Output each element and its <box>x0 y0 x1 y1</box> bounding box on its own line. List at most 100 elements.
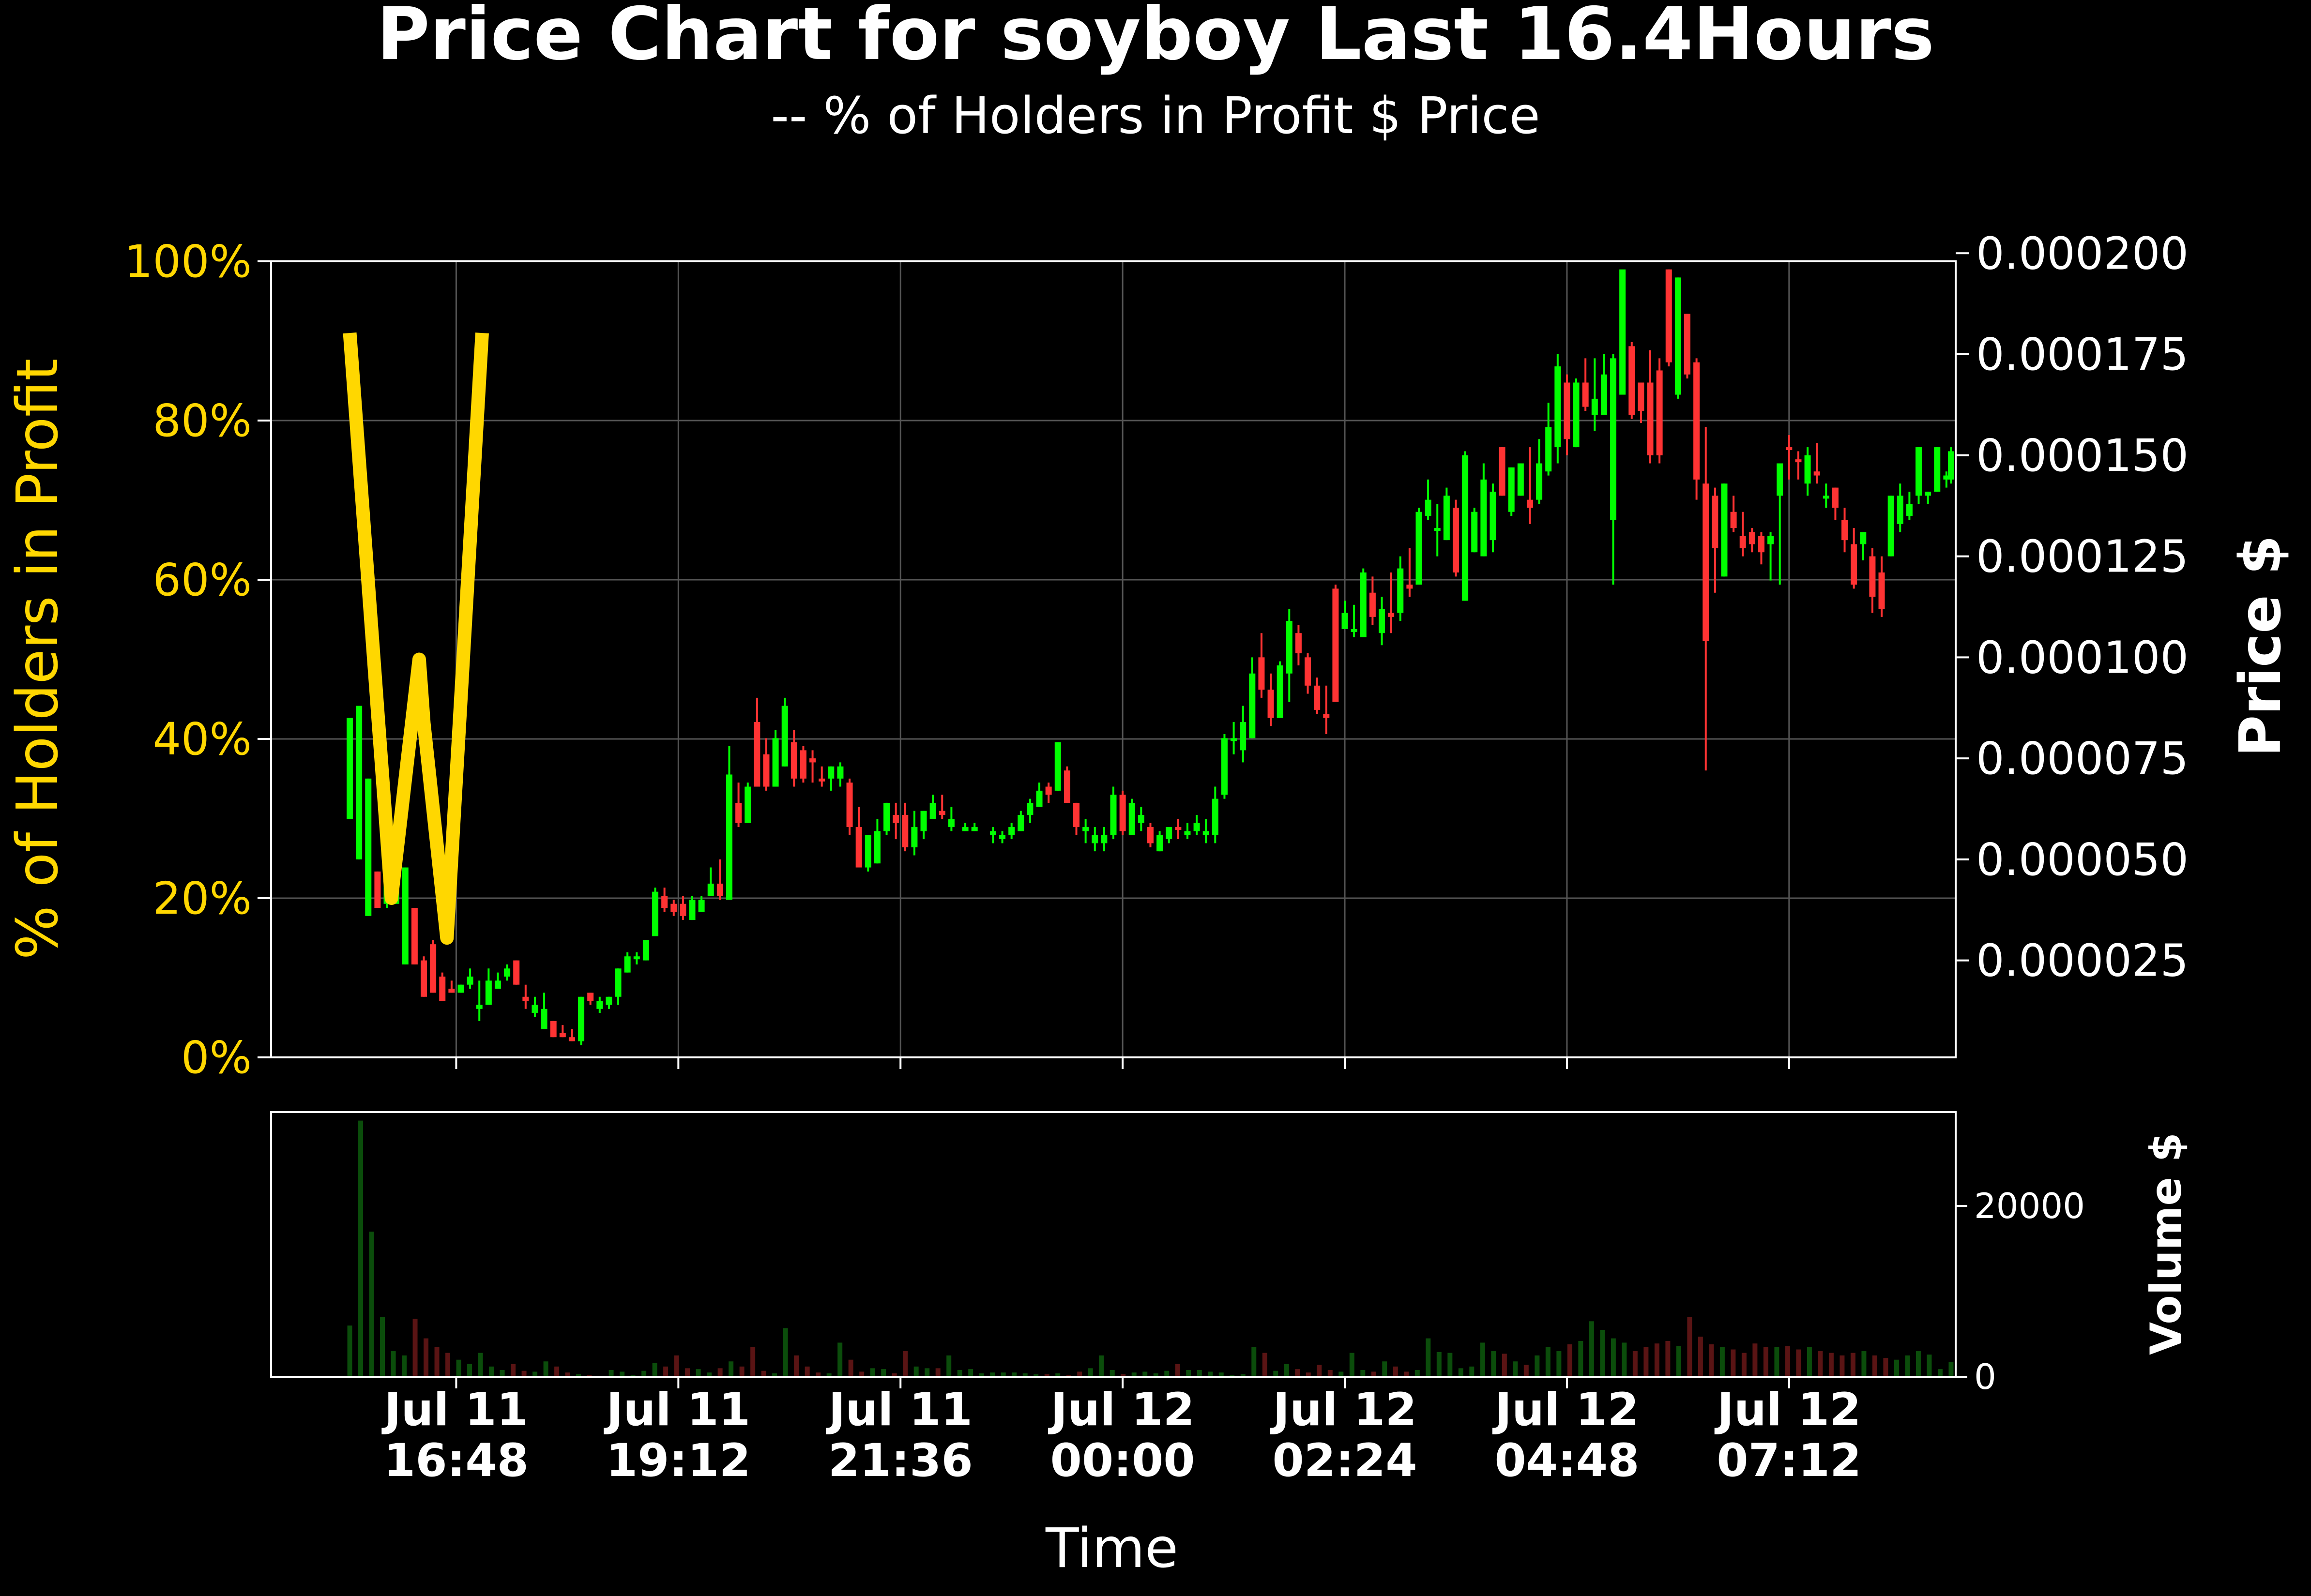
candle <box>855 807 862 868</box>
volume-bar <box>1458 1368 1463 1377</box>
candle <box>1045 783 1052 803</box>
candle <box>874 819 881 864</box>
candle-body <box>800 750 806 779</box>
candle-body <box>439 976 446 1001</box>
candle-body <box>1462 455 1469 601</box>
candle <box>1526 447 1533 524</box>
candle-body <box>1684 314 1690 375</box>
candle <box>1128 798 1135 835</box>
volume-bar <box>1850 1353 1855 1377</box>
candle-body <box>929 802 936 819</box>
volume-bar <box>565 1372 570 1377</box>
candle-body <box>1369 592 1376 617</box>
volume-bar <box>1491 1351 1496 1377</box>
candle-body <box>948 819 955 828</box>
candle <box>559 1025 566 1038</box>
candle <box>1554 354 1561 464</box>
candle-body <box>1341 613 1348 629</box>
chart-title: Price Chart for soyboy Last 16.4Hours <box>377 0 1934 76</box>
volume-bar <box>1556 1351 1562 1377</box>
volume-bar <box>1937 1369 1943 1377</box>
candle <box>999 831 1006 843</box>
candle-body <box>1249 673 1256 738</box>
candle-body <box>893 814 899 823</box>
candle <box>504 964 511 981</box>
candle <box>1684 314 1690 379</box>
candle <box>1193 814 1200 835</box>
volume-bar <box>412 1319 418 1377</box>
candle-body <box>819 778 825 782</box>
candle <box>837 762 844 787</box>
candle-body <box>680 903 686 916</box>
candle-body <box>1841 520 1848 541</box>
candle-body <box>865 835 871 868</box>
volume-bar <box>925 1368 930 1377</box>
candle-body <box>642 940 649 961</box>
volume-bar <box>1447 1353 1453 1377</box>
candle-body <box>1943 475 1950 480</box>
candle <box>1443 487 1450 541</box>
volume-bar <box>554 1366 560 1377</box>
candle <box>1777 463 1783 585</box>
candle <box>1147 823 1154 847</box>
candle <box>1591 358 1598 431</box>
x-tick-label-time: 04:48 <box>1494 1434 1639 1487</box>
candle <box>772 730 779 787</box>
candle-body <box>1591 398 1598 415</box>
candle-body <box>1480 479 1487 557</box>
candle <box>356 706 363 859</box>
candle <box>1767 532 1774 581</box>
volume-bar <box>1632 1351 1638 1377</box>
volume-axis-ticks: 0 20000 <box>1956 1186 2085 1397</box>
volume-bar <box>1371 1371 1376 1377</box>
candle <box>568 1029 575 1041</box>
candle <box>624 952 631 973</box>
candle-body <box>1128 802 1135 835</box>
volume-bar <box>1186 1370 1191 1377</box>
candle-body <box>1166 827 1172 840</box>
candle <box>670 900 677 916</box>
volume-bar <box>892 1373 897 1377</box>
candle <box>1184 823 1191 840</box>
candle <box>1480 463 1487 557</box>
volume-bar <box>1164 1370 1170 1377</box>
candle <box>1110 786 1117 840</box>
candle <box>420 956 427 997</box>
candle <box>1925 491 1931 504</box>
candle-body <box>781 706 788 767</box>
candle-body <box>698 900 705 912</box>
volume-bar <box>1872 1355 1877 1377</box>
candle <box>587 993 594 1005</box>
volume-bar <box>1404 1371 1409 1377</box>
volume-bar <box>1327 1370 1333 1377</box>
candle-body <box>1295 633 1302 653</box>
candle <box>1166 827 1172 843</box>
candle <box>1452 499 1459 577</box>
candle-body <box>1758 536 1764 553</box>
volume-bar-series <box>347 1120 1954 1377</box>
candle <box>1221 734 1228 799</box>
candle <box>1499 447 1505 496</box>
volume-bar <box>903 1351 908 1377</box>
candle <box>989 827 996 843</box>
volume-bar <box>1535 1355 1540 1377</box>
candle <box>1674 277 1681 399</box>
volume-bar <box>1382 1361 1387 1377</box>
candle-body <box>1526 499 1533 508</box>
candle <box>494 972 501 989</box>
volume-bar <box>1197 1370 1202 1377</box>
volume-bar <box>1262 1353 1267 1377</box>
right-axis-ticks: 0.000025 0.000050 0.000075 0.000100 0.000125… <box>1956 227 2189 987</box>
candle <box>1823 483 1829 508</box>
candle <box>1434 504 1441 557</box>
candle-body <box>1036 790 1043 807</box>
candle-body <box>754 722 760 787</box>
volume-bar <box>521 1370 527 1377</box>
candle-body <box>763 754 770 787</box>
candle-body <box>1777 463 1783 496</box>
candle-body <box>1110 795 1117 835</box>
candle <box>800 746 806 783</box>
candle <box>596 996 603 1013</box>
candle-body <box>467 976 473 985</box>
candle-body <box>1786 447 1793 451</box>
